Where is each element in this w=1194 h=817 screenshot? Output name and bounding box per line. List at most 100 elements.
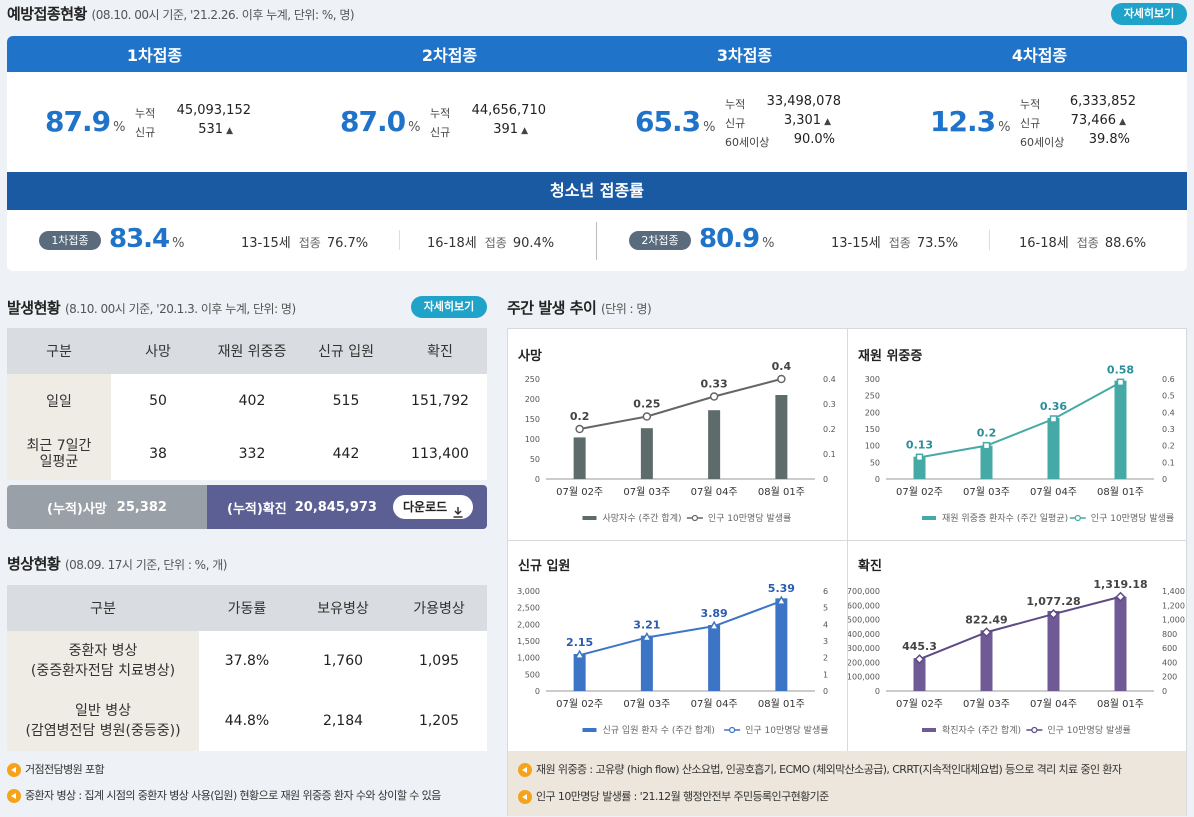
y2-tick-label: 0.5 [1162, 392, 1175, 401]
data-label: 0.33 [701, 378, 728, 391]
cumulative-confirmed: (누적)확진 20,845,973 다운로드 [207, 485, 487, 529]
download-button[interactable]: 다운로드 [392, 495, 474, 519]
chart-point [574, 649, 585, 659]
chart-bar [913, 456, 926, 479]
dose-2-rate: 87.0% [340, 105, 420, 138]
teen-second-dose-rate: 80.9% [699, 224, 775, 254]
chart-point [982, 441, 991, 450]
x-tick-label: 07월 03주 [963, 698, 1010, 710]
chart-point [641, 631, 653, 642]
dose-4-cum-label: 누적 [1020, 98, 1041, 111]
speaker-icon [518, 790, 532, 804]
chart-point [1116, 378, 1125, 387]
y2-tick-label: 1,400 [1162, 587, 1185, 596]
y-tick-label: 1,500 [517, 637, 540, 646]
chart-bar [775, 598, 788, 691]
chart-bar [1047, 611, 1060, 691]
chart-bar [573, 437, 586, 479]
y2-tick-label: 0 [1162, 475, 1167, 484]
dose-2-new-label: 신규 [430, 126, 451, 139]
legend-line-marker [729, 726, 736, 734]
cumulative-bar: (누적)사망 25,382 (누적)확진 20,845,973 다운로드 [7, 485, 487, 529]
y2-tick-label: 0 [823, 475, 828, 484]
chart-bar [980, 445, 993, 479]
x-tick-label: 07월 04주 [691, 698, 738, 710]
legend-bar-label: 신규 입원 환자 수 (주간 합계) [603, 724, 715, 736]
beds-title: 병상현황 (08.09. 17시 기준, 단위 : %, 개) [7, 555, 228, 573]
data-label: 0.36 [1040, 400, 1067, 413]
beds-note-2: 중환자 병상 : 집계 시점의 중환자 병상 사용(입원) 현황으로 재원 위중… [7, 787, 487, 803]
divider [596, 222, 597, 260]
table-cell: 2,184 [295, 691, 391, 751]
chart-line [919, 595, 1121, 661]
up-triangle-icon: ▲ [226, 126, 233, 136]
y-tick-label: 200 [865, 408, 880, 417]
up-triangle-icon: ▲ [824, 117, 831, 127]
table-row: 중환자 병상 (중증환자전담 치료병상) 37.8% 1,760 1,095 [7, 631, 487, 691]
beds-note-1: 거점전담병원 포함 [7, 761, 105, 777]
chart-line [919, 381, 1121, 459]
data-label: 445.3 [902, 640, 937, 653]
y2-tick-label: 0 [823, 687, 828, 696]
dose-1-title: 1차접종 [126, 46, 183, 65]
table-cell: 402 [205, 374, 299, 428]
y2-tick-label: 600 [1162, 644, 1177, 653]
dose-3-rate: 65.3% [635, 105, 715, 138]
speaker-icon [7, 763, 21, 777]
occurrence-detail-button[interactable]: 자세히보기 [411, 296, 487, 318]
beds-subtitle: (08.09. 17시 기준, 단위 : %, 개) [64, 558, 228, 572]
data-label: 3.21 [633, 619, 660, 632]
table-cell: 1,095 [391, 631, 487, 691]
x-tick-label: 08월 01주 [1097, 486, 1144, 498]
y2-tick-label: 5 [823, 604, 828, 613]
table-row: 최근 7일간 일평균 38 332 442 113,400 [7, 428, 487, 480]
y-tick-label: 250 [865, 392, 880, 401]
dose-header-row: 1차접종 2차접종 3차접종 4차접종 [7, 36, 1187, 72]
dose-4-age-value: 39.8% [1088, 132, 1130, 147]
dose-3-cum: 33,498,078 [766, 94, 841, 109]
dose-4-title: 4차접종 [1011, 46, 1068, 65]
vaccination-detail-button[interactable]: 자세히보기 [1111, 3, 1187, 25]
legend-line-marker [691, 514, 698, 522]
chart-bar [640, 635, 653, 691]
x-tick-label: 07월 02주 [896, 698, 943, 710]
divider [989, 230, 990, 250]
y-tick-label: 100 [865, 442, 880, 451]
y2-tick-label: 6 [823, 587, 828, 596]
row-label-daily: 일일 [7, 374, 111, 428]
chart-bar [775, 395, 788, 479]
y2-tick-label: 1,200 [1162, 601, 1185, 610]
weekly-notes: 재원 위중증 : 고유량 (high flow) 산소요법, 인공호흡기, EC… [508, 751, 1186, 816]
y2-tick-label: 0.1 [823, 450, 836, 459]
teen-first-13-15: 13-15세 접종 76.7% [241, 236, 369, 251]
header-death: 사망 [111, 328, 205, 374]
weekly-panel: 사망 0 50 100 150 200 250 0 0.1 0.2 0.3 0.4 07월 02주 07… [507, 328, 1187, 816]
y-tick-label: 300,000 [848, 644, 880, 653]
download-icon [453, 502, 463, 518]
dose-1-new-label: 신규 [135, 126, 156, 139]
table-cell: 37.8% [199, 631, 295, 691]
dose-4-cum: 6,333,852 [1069, 94, 1136, 109]
weekly-note-2: 인구 10만명당 발생률 : '21.12월 행정안전부 주민등록인구현황기준 [518, 788, 829, 804]
dose-4-new: 73,466 ▲ [1070, 113, 1126, 128]
chart-point [915, 453, 924, 462]
table-cell: 1,205 [391, 691, 487, 751]
table-header-row: 구분 가동률 보유병상 가용병상 [7, 585, 487, 631]
chart-bar [1114, 380, 1127, 479]
x-tick-label: 07월 03주 [963, 486, 1010, 498]
y2-tick-label: 2 [823, 654, 828, 663]
chart-bar [573, 654, 586, 691]
chart-title: 신규 입원 [518, 559, 571, 574]
y2-tick-label: 200 [1162, 673, 1177, 682]
legend-bar-label: 확진자수 (주간 합계) [942, 724, 1021, 736]
data-label: 0.2 [977, 427, 997, 440]
legend-line-label: 인구 10만명당 발생률 [1047, 725, 1130, 736]
teen-first-dose-rate: 83.4% [109, 224, 185, 254]
table-header-row: 구분 사망 재원 위중증 신규 입원 확진 [7, 328, 487, 374]
weekly-title: 주간 발생 추이 (단위 : 명) [507, 299, 652, 317]
divider [508, 540, 1186, 541]
x-tick-label: 07월 04주 [1030, 698, 1077, 710]
y-tick-label: 600,000 [848, 601, 880, 610]
row-label-7day-average: 최근 7일간 일평균 [7, 428, 111, 480]
x-tick-label: 07월 03주 [623, 486, 670, 498]
